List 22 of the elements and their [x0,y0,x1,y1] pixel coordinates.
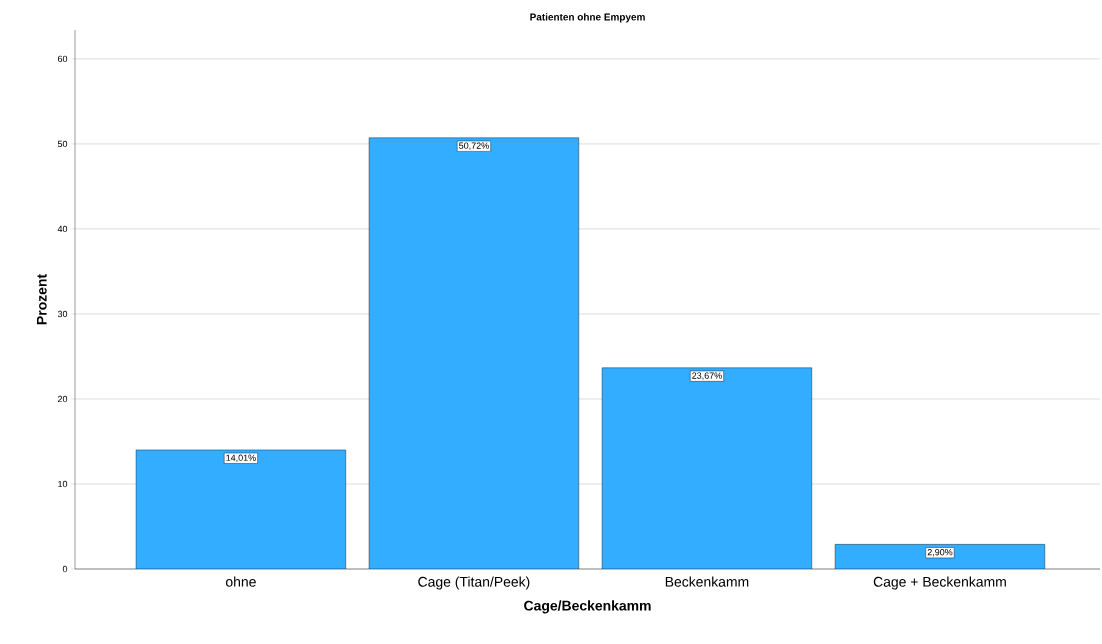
data-label: 23,67% [692,372,722,380]
y-axis-title: Prozent [36,274,47,325]
y-tick-label: 0 [62,565,68,573]
y-tick-label: 30 [57,310,68,318]
x-tick-label: Beckenkamm [665,576,749,587]
bar [834,544,1046,569]
y-tick-label: 20 [57,395,68,403]
y-tick-label: 50 [57,140,68,148]
chart-title: Patienten ohne Empyem [530,13,645,23]
data-label: 2,90% [927,549,953,557]
x-axis-title: Cage/Beckenkamm [524,600,651,614]
bar [136,449,346,569]
x-tick-label: Cage + Beckenkamm [873,576,1006,590]
bar [369,137,579,569]
y-tick-label: 10 [58,480,68,488]
x-tick-label: ohne [225,576,256,587]
y-tick-label: 40 [57,225,68,233]
data-label: 50,72% [459,142,489,150]
y-tick-label: 60 [57,55,68,63]
bar [602,367,812,569]
x-tick-label: Cage (Titan/Peek) [418,576,530,590]
data-label: 14,01% [226,454,256,462]
